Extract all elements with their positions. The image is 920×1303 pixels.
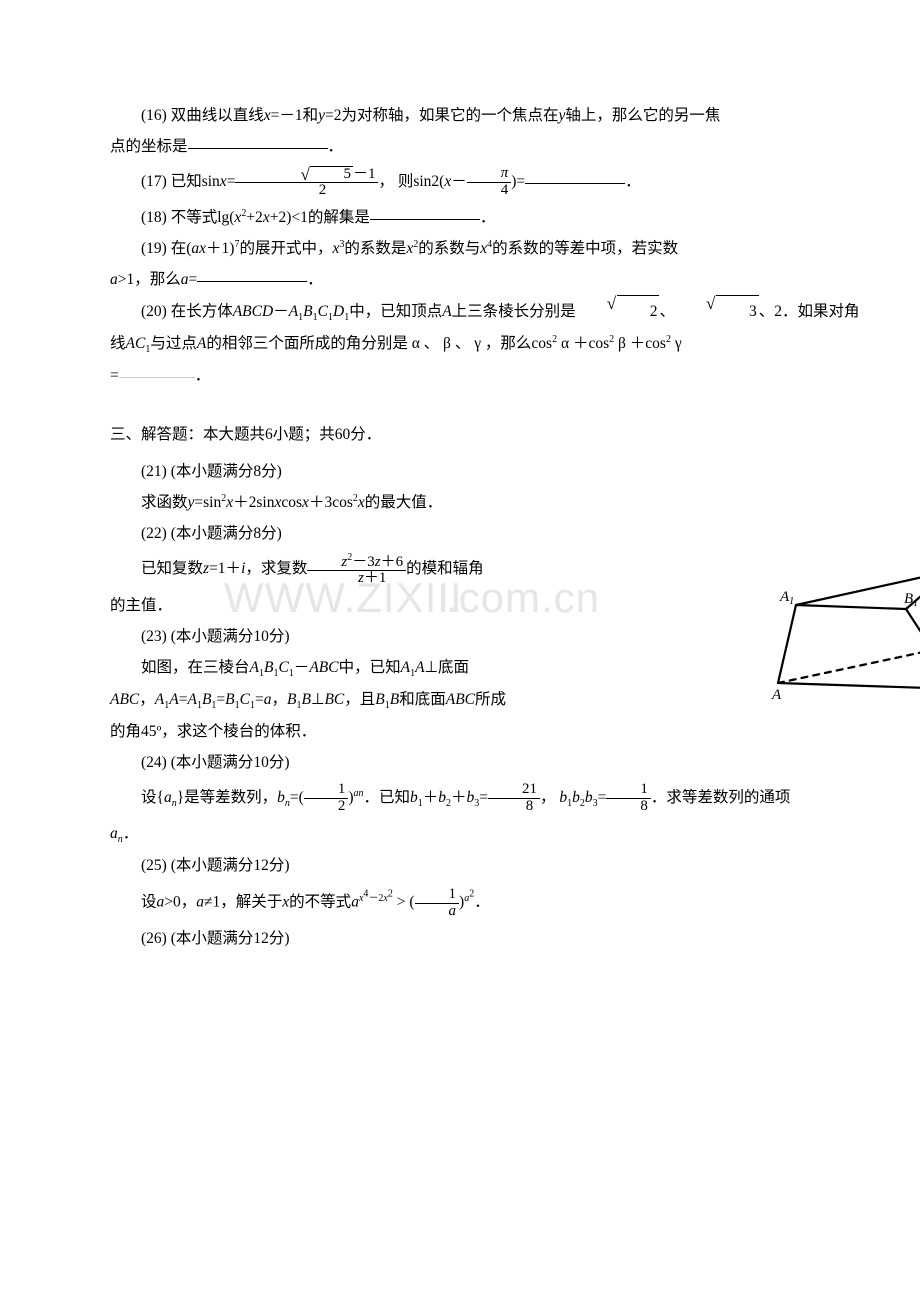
q24-line2: an． bbox=[110, 818, 920, 850]
fig-label-A1: A1 bbox=[779, 589, 794, 607]
q20-blank bbox=[119, 362, 195, 379]
q17-blank bbox=[525, 168, 625, 185]
prism-figure: A B C A1 B1 C1 bbox=[760, 553, 920, 703]
fig-label-B1: B1 bbox=[904, 591, 918, 609]
q18: (18) 不等式lg(x2+2x+2)<1的解集是． bbox=[110, 202, 920, 233]
q17: (17) 已知sinx=5－12， 则sin2(x－π4)=． bbox=[110, 162, 920, 202]
q26-title: (26) (本小题满分12分) bbox=[110, 923, 920, 954]
q17-frac2: π4 bbox=[467, 166, 512, 199]
q25-title: (25) (本小题满分12分) bbox=[110, 850, 920, 881]
q22-title: (22) (本小题满分8分) bbox=[110, 518, 920, 549]
q21-body: 求函数y=sin2x＋2sinxcosx＋3cos2x的最大值． bbox=[110, 487, 920, 518]
q20-line1: (20) 在长方体ABCD－A1B1C1D1中，已知顶点A上三条棱长分别是2、3… bbox=[110, 295, 920, 328]
fig-edge-top bbox=[796, 571, 920, 609]
q22-frac: z2－3z＋6z＋1 bbox=[307, 553, 406, 588]
q24-title: (24) (本小题满分10分) bbox=[110, 747, 920, 778]
q19-line2: a>1，那么a=． bbox=[110, 264, 920, 295]
fig-edge-front bbox=[778, 605, 920, 689]
q24-line1: 设{an}是等差数列，bn=(12)an．已知b1＋b2＋b3=218， b1b… bbox=[110, 778, 920, 818]
q22-q23-block: A B C A1 B1 C1 已知复数z=1＋i，求复数z2－3z＋6z＋1的模… bbox=[110, 549, 920, 746]
q21-title: (21) (本小题满分8分) bbox=[110, 456, 920, 487]
q19-blank bbox=[197, 266, 307, 283]
q20-line3: =． bbox=[110, 360, 920, 391]
q19-line1: (19) 在(ax＋1)7的展开式中，x3的系数是x2的系数与x4的系数的等差中… bbox=[110, 233, 920, 264]
q25-body: 设a>0，a≠1，解关于x的不等式ax4－2x2 > (1a)a2． bbox=[110, 881, 920, 923]
section-3-heading: 三、解答题：本大题共6小题；共60分． bbox=[110, 419, 920, 450]
fig-label-A: A bbox=[771, 687, 782, 703]
q20-line2: 线AC1与过点A的相邻三个面所成的角分别是 α 、 β 、 γ ，那么cos2 … bbox=[110, 328, 920, 360]
fig-edge-dashed bbox=[778, 631, 920, 683]
q23-line3: 的角45º，求这个棱台的体积． bbox=[110, 716, 920, 747]
q18-blank bbox=[370, 204, 480, 221]
q17-frac1: 5－12 bbox=[235, 166, 378, 200]
q16-blank bbox=[188, 133, 328, 150]
q16-line1: (16) 双曲线以直线x=－1和y=2为对称轴，如果它的一个焦点在y轴上，那么它… bbox=[110, 100, 920, 131]
q16-line2: 点的坐标是． bbox=[110, 131, 920, 162]
